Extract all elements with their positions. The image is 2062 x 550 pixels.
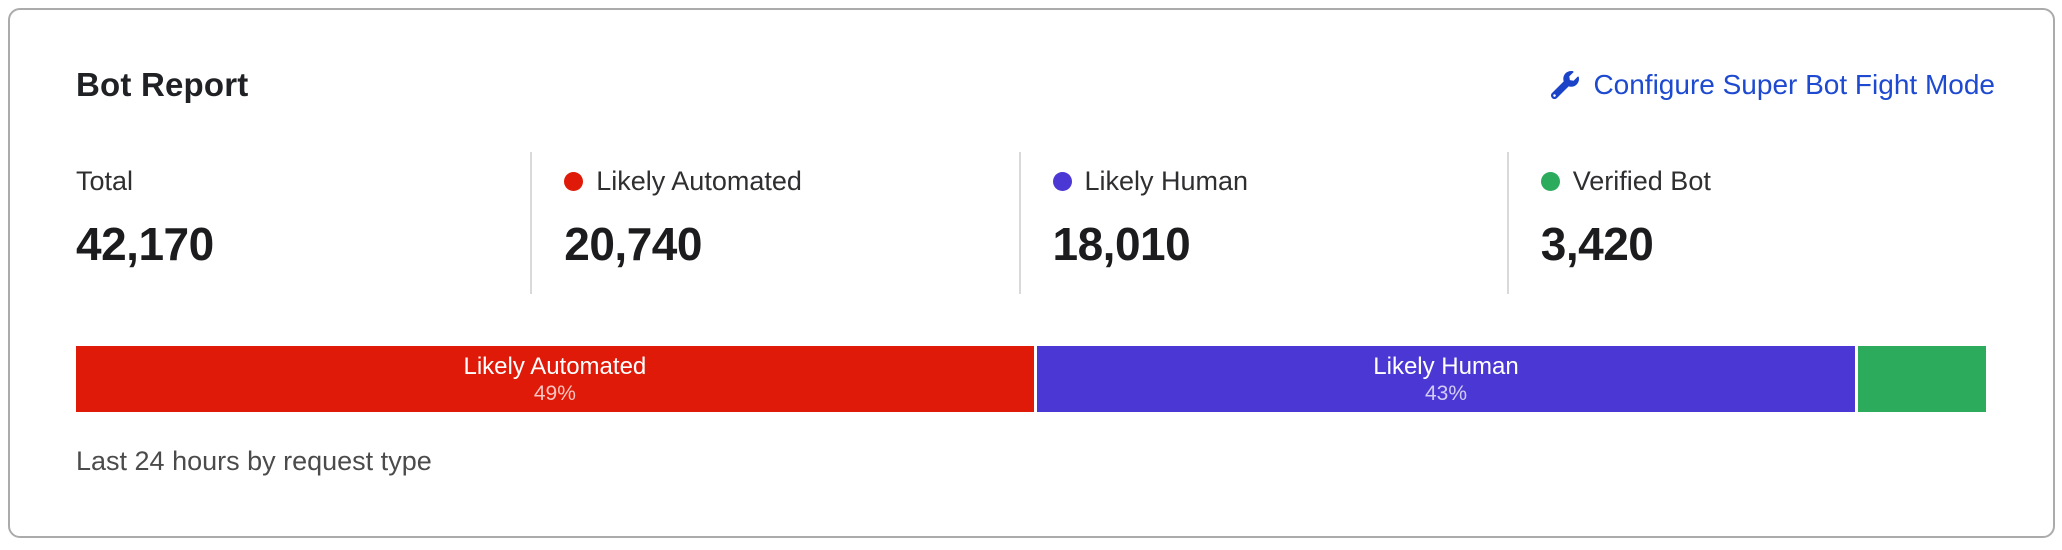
stat-likely-automated-label-row: Likely Automated <box>564 166 1018 197</box>
stat-likely-human-value: 18,010 <box>1052 218 1191 270</box>
configure-link-label: Configure Super Bot Fight Mode <box>1593 69 1995 100</box>
bar-segment-verified-bot <box>1858 346 1986 412</box>
stat-label: Likely Automated <box>596 166 802 196</box>
stat-verified-bot: Verified Bot 3,420 <box>1506 152 1995 294</box>
stats-row: Total 42,170 Likely Automated 20,740 Lik… <box>76 152 1995 294</box>
stat-likely-automated-value: 20,740 <box>564 218 702 270</box>
verified-bot-dot-icon <box>1540 172 1560 191</box>
page-title: Bot Report <box>76 66 249 103</box>
bar-segment-likely-human: Likely Human 43% <box>1036 346 1856 412</box>
stat-total: Total 42,170 <box>76 152 530 294</box>
stat-label: Verified Bot <box>1572 166 1711 196</box>
wrench-icon <box>1551 71 1580 100</box>
bot-report-card: Bot Report Configure Super Bot Fight Mod… <box>8 8 2055 538</box>
card-header: Bot Report Configure Super Bot Fight Mod… <box>76 66 1995 104</box>
stat-label: Total <box>76 166 134 196</box>
likely-human-dot-icon <box>1052 172 1072 191</box>
timeframe-caption: Last 24 hours by request type <box>76 446 432 476</box>
stat-label: Likely Human <box>1084 166 1249 196</box>
segment-label: Likely Automated <box>463 352 647 380</box>
stat-likely-human: Likely Human 18,010 <box>1018 152 1507 294</box>
request-type-stacked-bar: Likely Automated 49% Likely Human 43% <box>76 346 1986 412</box>
likely-automated-dot-icon <box>564 172 584 191</box>
stat-total-value: 42,170 <box>76 218 214 270</box>
stat-likely-automated: Likely Automated 20,740 <box>530 152 1018 294</box>
stat-verified-bot-value: 3,420 <box>1540 218 1654 270</box>
configure-super-bot-fight-mode-link[interactable]: Configure Super Bot Fight Mode <box>1551 69 1995 101</box>
bar-segment-likely-automated: Likely Automated 49% <box>76 346 1034 412</box>
segment-percent: 49% <box>533 381 576 405</box>
stat-verified-bot-label-row: Verified Bot <box>1540 166 1995 197</box>
segment-label: Likely Human <box>1373 352 1519 380</box>
stat-total-label-row: Total <box>76 166 530 197</box>
stat-likely-human-label-row: Likely Human <box>1052 166 1507 197</box>
segment-percent: 43% <box>1424 381 1467 405</box>
